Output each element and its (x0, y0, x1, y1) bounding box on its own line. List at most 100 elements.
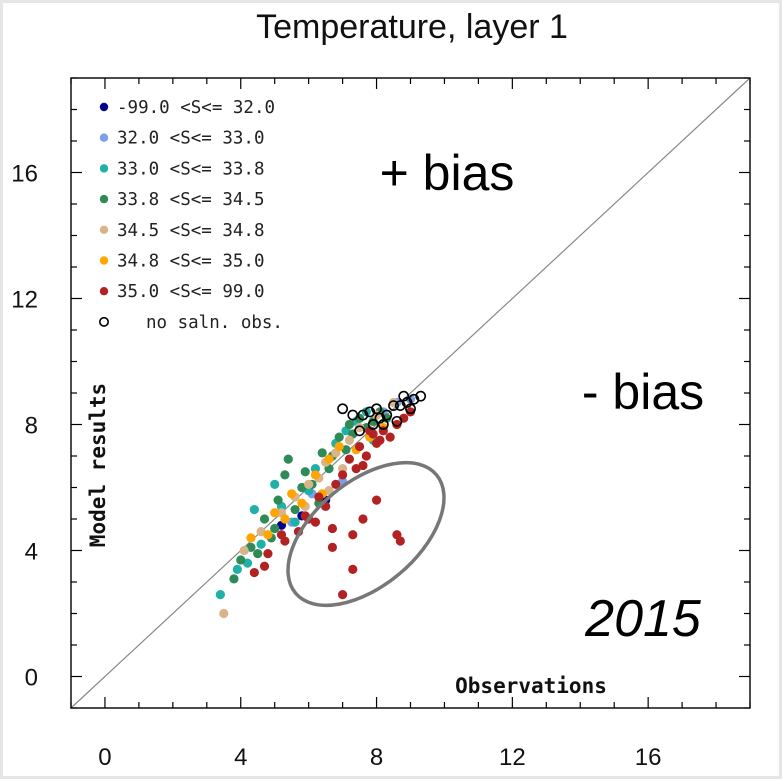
legend-marker (99, 287, 109, 296)
legend-marker (99, 316, 110, 327)
one-to-one-line (70, 77, 751, 709)
data-point (388, 400, 399, 411)
legend-label: 33.8 <S<= 34.5 (117, 190, 265, 210)
data-point (374, 412, 386, 424)
data-point (338, 590, 348, 600)
y-axis-label: Model results (86, 383, 110, 547)
data-point (415, 390, 427, 402)
data-point (347, 409, 359, 421)
data-point (348, 564, 358, 575)
data-point (405, 403, 416, 415)
data-point (270, 523, 280, 534)
data-point (344, 454, 354, 464)
legend-marker (99, 256, 109, 265)
data-point (405, 407, 416, 417)
data-point (273, 495, 283, 505)
data-point (327, 542, 338, 552)
data-point (348, 530, 358, 540)
data-point (337, 403, 348, 415)
data-point (276, 530, 287, 540)
y-tick-label: 4 (25, 539, 38, 566)
x-tick-label: 4 (234, 744, 247, 771)
data-point (358, 514, 368, 524)
y-tick-label: 12 (11, 287, 38, 314)
data-point (385, 432, 395, 442)
data-point (246, 533, 256, 543)
data-point (375, 435, 385, 445)
y-tick-label: 16 (11, 161, 38, 188)
legend-marker (99, 102, 109, 112)
data-point (304, 479, 314, 489)
data-point (338, 464, 348, 474)
year-annotation: 2015 (584, 590, 702, 648)
data-point (371, 495, 382, 505)
x-axis-label: Observations (455, 674, 607, 698)
data-point (354, 441, 365, 452)
data-point (280, 514, 290, 524)
data-point (401, 397, 413, 408)
data-point (395, 536, 405, 546)
data-point (263, 549, 273, 559)
data-point (236, 555, 246, 565)
data-point (398, 390, 410, 402)
data-point (334, 441, 344, 452)
data-point (371, 403, 382, 415)
data-points (215, 390, 427, 619)
data-point (354, 425, 365, 437)
data-point (215, 590, 225, 600)
data-point (364, 406, 376, 418)
data-point (239, 545, 249, 556)
legend-label: 34.8 <S<= 35.0 (117, 252, 265, 272)
data-point (249, 567, 259, 578)
data-point (327, 523, 338, 534)
legend-label: 32.0 <S<= 33.0 (117, 129, 265, 149)
legend-marker (99, 164, 109, 173)
data-point (344, 419, 354, 430)
data-point (358, 460, 368, 471)
data-point (270, 479, 280, 489)
data-point (232, 564, 242, 575)
y-tick-label: 8 (25, 413, 38, 440)
x-tick-label: 16 (635, 744, 662, 771)
chart-title: Temperature, layer 1 (256, 8, 568, 46)
data-point (297, 498, 307, 508)
data-point (408, 393, 420, 405)
legend-label: -99.0 <S<= 32.0 (117, 98, 275, 118)
minus-bias-annotation: - bias (582, 364, 704, 420)
legend-marker (99, 133, 109, 142)
data-point (324, 454, 334, 464)
data-point (253, 549, 263, 559)
data-point (290, 517, 300, 527)
data-point (256, 539, 266, 549)
data-point (367, 419, 379, 430)
data-point (219, 608, 229, 619)
x-tick-label: 12 (499, 744, 526, 771)
data-point (229, 574, 239, 584)
legend-marker (99, 194, 109, 204)
x-tick-label: 0 (98, 744, 111, 771)
data-point (354, 423, 365, 433)
data-point (377, 419, 389, 430)
data-point (334, 432, 344, 442)
axis-ticks (70, 77, 751, 709)
data-point (280, 470, 290, 480)
data-point (392, 419, 402, 430)
data-point (344, 435, 354, 445)
legend-marker (99, 225, 109, 234)
data-point (381, 409, 393, 421)
data-point (287, 489, 297, 499)
data-point (249, 504, 259, 515)
legend: -99.0 <S<= 32.0 32.0 <S<= 33.0 33.0 <S<= 3… (99, 98, 283, 333)
data-point (338, 470, 348, 480)
legend-label: 35.0 <S<= 99.0 (117, 282, 265, 302)
legend-label: 33.0 <S<= 33.8 (117, 159, 265, 179)
data-point (300, 467, 310, 477)
data-point (310, 464, 321, 474)
negative-bias-ellipse (286, 460, 446, 608)
legend-label: 34.5 <S<= 34.8 (117, 221, 265, 241)
data-point (357, 409, 369, 421)
data-point (263, 530, 273, 540)
data-point (310, 470, 321, 480)
